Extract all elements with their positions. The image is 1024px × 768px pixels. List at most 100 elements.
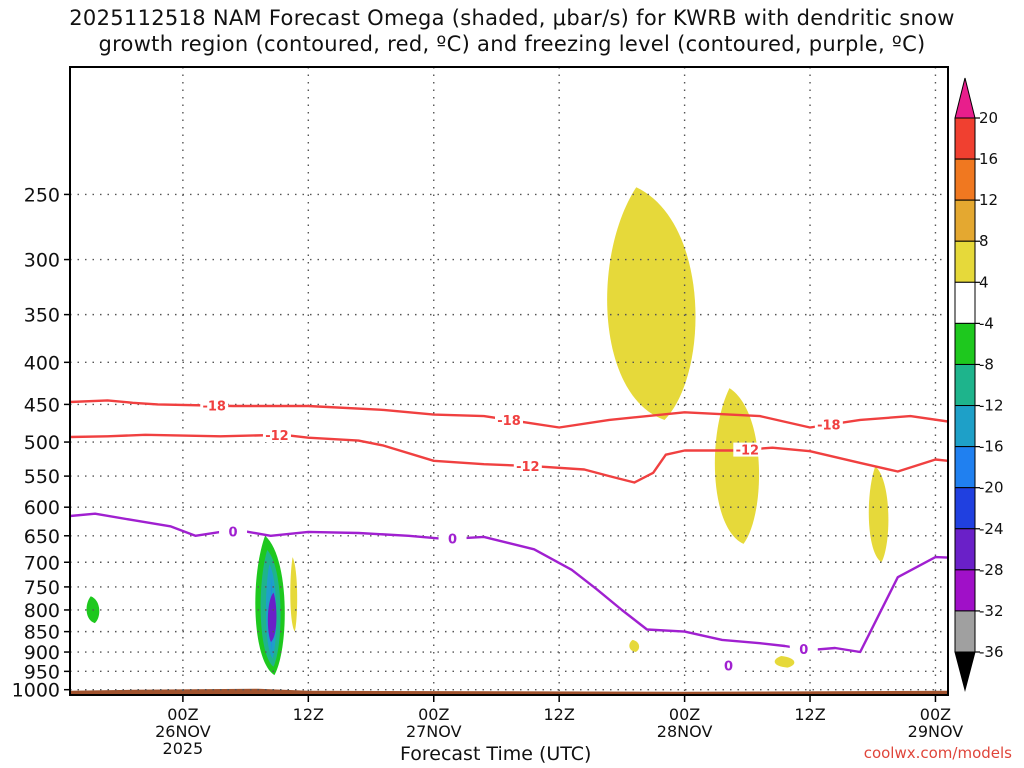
chart-title-line-2: growth region (contoured, red, ºC) and f… [98,32,926,56]
colorbar-label: -4 [979,314,994,332]
colorbar-swatch [954,322,976,365]
colorbar-swatch [954,405,976,448]
colorbar-bottom-arrow [954,651,976,692]
colorbar-label: 4 [979,273,989,291]
colorbar: 20 16 12 8 4 -4 -8 -12 -16 -20 -24 -28 -32 -36 [954,77,1004,692]
x-tick-year: 2025 [163,739,204,758]
x-tick-date: 28NOV [657,722,713,741]
contour-label-bg [200,398,229,413]
chart-title-line-1: 2025112518 NAM Forecast Omega (shaded, μ… [69,6,955,30]
y-tick-label: 250 [24,184,60,206]
contour-label: -18 [817,419,841,434]
colorbar-label: -24 [979,520,1004,538]
colorbar-label: -20 [979,479,1004,497]
omega-positive-region [290,557,298,632]
y-tick-label: 450 [24,394,60,416]
gridlines [70,67,948,695]
colorbar-swatch [954,610,976,653]
contour-label-bg [438,531,467,546]
x-tick-label: 00Z [167,705,198,724]
y-tick-label: 800 [24,600,60,622]
x-tick-date: 26NOV [155,722,211,741]
contour-line [70,512,948,654]
colorbar-label: -32 [979,602,1004,620]
y-tick-label: 1000 [12,680,60,702]
contour-label: 0 [724,660,733,675]
x-tick-label: 00Z [669,705,700,724]
y-tick-label: 650 [24,526,60,548]
y-tick-label: 700 [24,552,60,574]
omega-shading-layer [86,187,889,676]
y-tick-label: 900 [24,642,60,664]
colorbar-label: 16 [979,150,998,168]
x-tick-label: 00Z [418,705,449,724]
x-tick-label: 12Z [794,705,825,724]
x-tick-date: 27NOV [406,722,462,741]
colorbar-swatch [954,363,976,407]
contour-label: 0 [229,526,238,541]
contour-label-bg [814,417,843,432]
colorbar-swatch [954,117,976,160]
x-axis-label: Forecast Time (UTC) [400,743,592,765]
colorbar-swatch [954,487,976,530]
omega-positive-region [629,639,640,653]
colorbar-label: 8 [979,232,989,250]
colorbar-swatch [954,569,976,612]
contour-label-bg [789,642,818,657]
colorbar-swatch [954,240,976,283]
x-tick-label: 00Z [920,705,951,724]
y-tick-label: 300 [24,250,60,272]
y-tick-label: 350 [24,305,60,327]
colorbar-top-arrow [954,77,976,119]
colorbar-swatch [954,281,976,324]
y-tick-label: 500 [24,432,60,454]
y-tick-label: 550 [24,466,60,488]
y-tick-label: 750 [24,577,60,599]
omega-positive-region [607,187,696,420]
colorbar-label: -16 [979,438,1004,456]
colorbar-label: -12 [979,397,1004,415]
x-tick-label: 12Z [544,705,575,724]
contour-label: -12 [265,429,289,444]
contour-label-bg [714,658,743,673]
x-tick-date: 29NOV [908,722,964,741]
y-tick-label: 600 [24,497,60,519]
contour-label: -18 [497,414,521,429]
contour-label: -12 [516,460,540,475]
contour-label: -18 [202,400,226,415]
ground-terrain-layer [70,688,948,695]
contour-label-bg [495,412,523,427]
contour-line [70,433,948,484]
contour-label: -12 [736,444,760,459]
colorbar-label: -28 [979,561,1004,579]
omega-positive-region [868,466,889,563]
omega-negative-core [267,592,277,642]
y-tick-label: 400 [24,352,60,374]
contour-label: 0 [799,643,808,658]
contour-label-bg [513,458,542,473]
contour-label-bg [219,524,248,539]
plot-frame [69,66,949,696]
contour-label-bg [262,427,291,442]
omega-positive-region [774,655,795,668]
colorbar-swatch [954,158,976,201]
colorbar-label: -8 [979,355,994,373]
contour-label: 0 [448,533,457,548]
omega-positive-region [714,388,760,544]
y-tick-label: 850 [24,622,60,644]
colorbar-swatch [954,446,976,489]
colorbar-label: 20 [979,109,998,127]
contour-label-bg [733,442,762,457]
colorbar-label: 12 [979,191,998,209]
x-tick-label: 12Z [293,705,324,724]
ground-terrain [70,688,948,695]
colorbar-swatch [954,528,976,571]
y-tick-label: 950 [24,661,60,683]
credit-link[interactable]: coolwx.com/models [863,744,1012,762]
y-axis: 2503003504004505005506006507007508008509… [12,184,70,702]
contour-layer: -18 -18 -18 -12 -12 -12 0 0 0 0 [70,398,948,675]
colorbar-swatch [954,199,976,242]
colorbar-label: -36 [979,643,1004,661]
